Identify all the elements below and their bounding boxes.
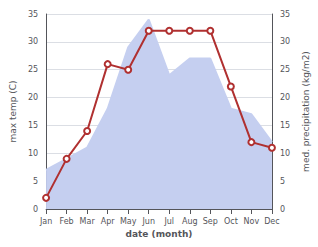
svg-text:Feb: Feb [60, 217, 74, 226]
svg-text:Jun: Jun [141, 217, 155, 226]
svg-text:Mar: Mar [80, 217, 96, 226]
svg-text:Apr: Apr [101, 217, 116, 226]
svg-text:Jan: Jan [39, 217, 52, 226]
svg-text:date (month): date (month) [126, 229, 193, 239]
svg-text:Jul: Jul [163, 217, 174, 226]
svg-text:May: May [120, 217, 137, 226]
svg-text:10: 10 [280, 149, 290, 158]
svg-text:20: 20 [28, 93, 38, 102]
svg-text:0: 0 [33, 205, 38, 214]
svg-text:20: 20 [280, 93, 290, 102]
svg-text:0: 0 [280, 205, 285, 214]
svg-text:Dec: Dec [264, 217, 279, 226]
svg-text:35: 35 [28, 10, 38, 19]
svg-text:Oct: Oct [224, 217, 238, 226]
svg-text:15: 15 [280, 121, 290, 130]
svg-text:30: 30 [28, 37, 38, 46]
svg-text:5: 5 [280, 177, 285, 186]
svg-text:25: 25 [280, 65, 290, 74]
svg-text:Nov: Nov [244, 217, 260, 226]
svg-text:med. precipitation (kg/m2): med. precipitation (kg/m2) [301, 51, 311, 172]
svg-text:30: 30 [280, 37, 290, 46]
svg-text:Sep: Sep [203, 217, 218, 226]
svg-text:max temp (C): max temp (C) [8, 80, 18, 142]
svg-text:25: 25 [28, 65, 38, 74]
svg-text:10: 10 [28, 149, 38, 158]
svg-text:35: 35 [280, 10, 290, 19]
svg-text:15: 15 [28, 121, 38, 130]
svg-text:Aug: Aug [182, 217, 198, 226]
svg-text:5: 5 [33, 177, 38, 186]
